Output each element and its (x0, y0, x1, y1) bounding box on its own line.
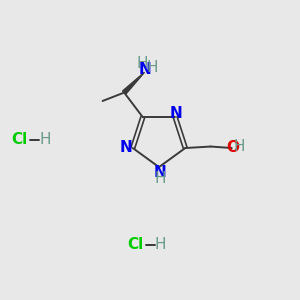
Text: Cl: Cl (127, 237, 143, 252)
Text: H: H (39, 132, 51, 147)
Polygon shape (123, 72, 145, 94)
Text: N: N (120, 140, 133, 155)
Text: N: N (154, 165, 166, 180)
Text: H: H (136, 56, 148, 71)
Text: H: H (147, 60, 158, 75)
Text: O: O (226, 140, 239, 154)
Text: H: H (155, 237, 166, 252)
Text: N: N (169, 106, 182, 121)
Text: H: H (234, 139, 245, 154)
Text: H: H (154, 171, 166, 186)
Text: N: N (139, 62, 152, 77)
Text: Cl: Cl (11, 132, 28, 147)
